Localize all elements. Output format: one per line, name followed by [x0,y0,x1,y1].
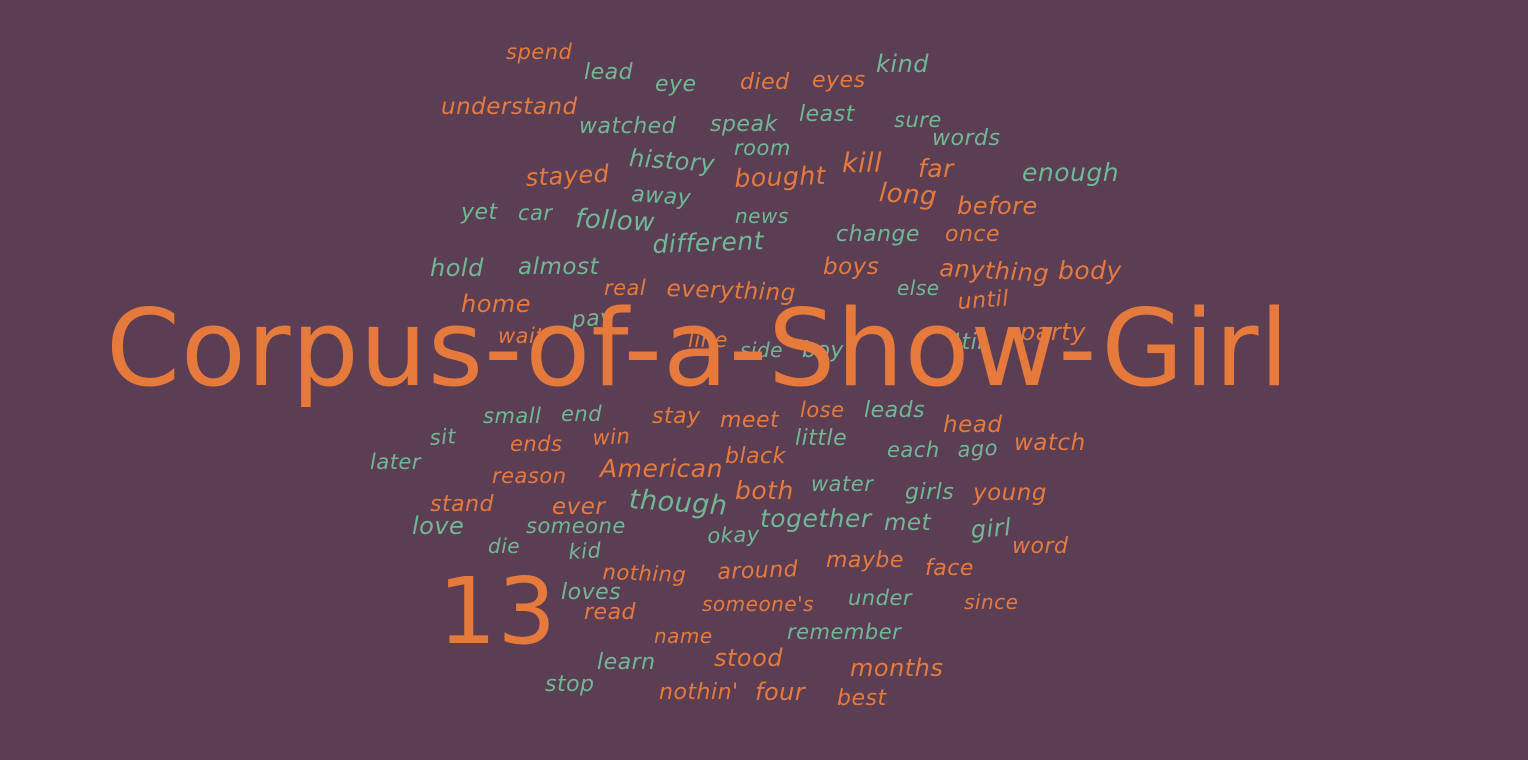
word-since: since [964,590,1019,614]
word-later: later [370,450,421,474]
word-eye: eye [655,72,697,97]
word-young: young [973,480,1047,506]
word-bought: bought [733,160,827,193]
word-head: head [943,412,1003,438]
word-reason: reason [492,464,567,488]
word-stayed: stayed [524,159,611,192]
word-lose: lose [800,398,845,422]
word-else: else [897,276,940,300]
word-kind: kind [876,50,930,78]
word-different: different [651,226,765,259]
word-around: around [716,557,799,585]
word-speak: speak [710,112,778,137]
word-away: away [630,182,692,212]
word-real: real [604,276,647,300]
word-black: black [725,444,786,469]
word-american: American [600,454,723,483]
word-watched: watched [579,114,677,139]
word-watch: watch [1014,430,1086,456]
word-small: small [483,404,542,428]
word-sure: sure [894,108,942,132]
word-word: word [1012,534,1069,559]
word-anything: anything [938,254,1050,288]
word-home: home [461,290,532,318]
word-okay: okay [706,522,761,548]
cloud-number: 13 [438,558,558,665]
word-learn: learn [597,650,656,675]
word-face: face [925,556,974,581]
word-car: car [518,201,553,225]
word-four: four [755,678,806,706]
word-meet: meet [720,408,780,433]
word-die: die [488,534,521,558]
word-girl: girl [969,513,1013,544]
word-girls: girls [905,480,955,505]
word-loves: loves [561,580,622,605]
word-sit: sit [428,424,457,450]
word-least: least [799,102,855,127]
word-end: end [561,402,603,426]
word-side: side [740,338,783,362]
word-name: name [654,624,713,648]
word-both: both [735,476,794,505]
word-kill: kill [842,148,883,179]
word-each: each [887,438,940,462]
word-remember: remember [787,620,902,644]
word-party: party [1020,318,1086,346]
word-yet: yet [461,200,498,225]
word-died: died [740,70,790,95]
word-lead: lead [584,60,634,85]
word-win: win [591,424,631,450]
word-ago: ago [956,435,999,462]
word-best: best [837,686,887,711]
word-understand: understand [441,94,578,120]
word-stood: stood [714,644,784,672]
word-boys: boys [823,254,880,280]
word-stand: stand [430,492,494,517]
word-wait: wait [498,324,545,348]
word-follow: follow [574,204,656,239]
word-months: months [850,654,944,682]
word-hold: hold [430,254,484,282]
word-ends: ends [510,432,563,456]
word-before: before [957,192,1038,220]
word-together: together [760,504,872,533]
word-history: history [628,144,716,178]
word-boy: boy [802,338,844,363]
word-change: change [836,222,920,247]
word-stop: stop [545,672,595,697]
word-under: under [848,586,913,610]
word-someones: someone's [702,592,815,616]
word-til: 'til [955,330,984,355]
word-someone: someone [526,514,626,538]
word-met: met [884,510,932,536]
word-line: line [688,328,728,352]
word-long: long [878,178,939,212]
word-read: read [584,600,637,625]
word-kid: kid [567,538,602,564]
cloud-title: Corpus-of-a-Show-Girl [106,287,1290,410]
word-almost: almost [518,254,599,280]
word-far: far [918,154,954,183]
word-little: little [795,426,848,451]
word-leads: leads [864,398,926,423]
word-news: news [735,204,789,228]
word-nothin: nothin' [659,680,739,705]
word-words: words [932,126,1001,151]
word-room: room [734,136,791,160]
word-ever: ever [552,494,606,520]
word-water: water [811,472,874,496]
word-once: once [945,222,1001,247]
word-enough: enough [1022,158,1120,187]
word-stay: stay [652,404,701,429]
word-maybe: maybe [826,548,904,573]
word-eyes: eyes [812,68,866,93]
word-though: though [627,484,729,522]
word-love: love [412,512,465,540]
word-body: body [1058,256,1122,285]
word-spend: spend [506,40,573,64]
